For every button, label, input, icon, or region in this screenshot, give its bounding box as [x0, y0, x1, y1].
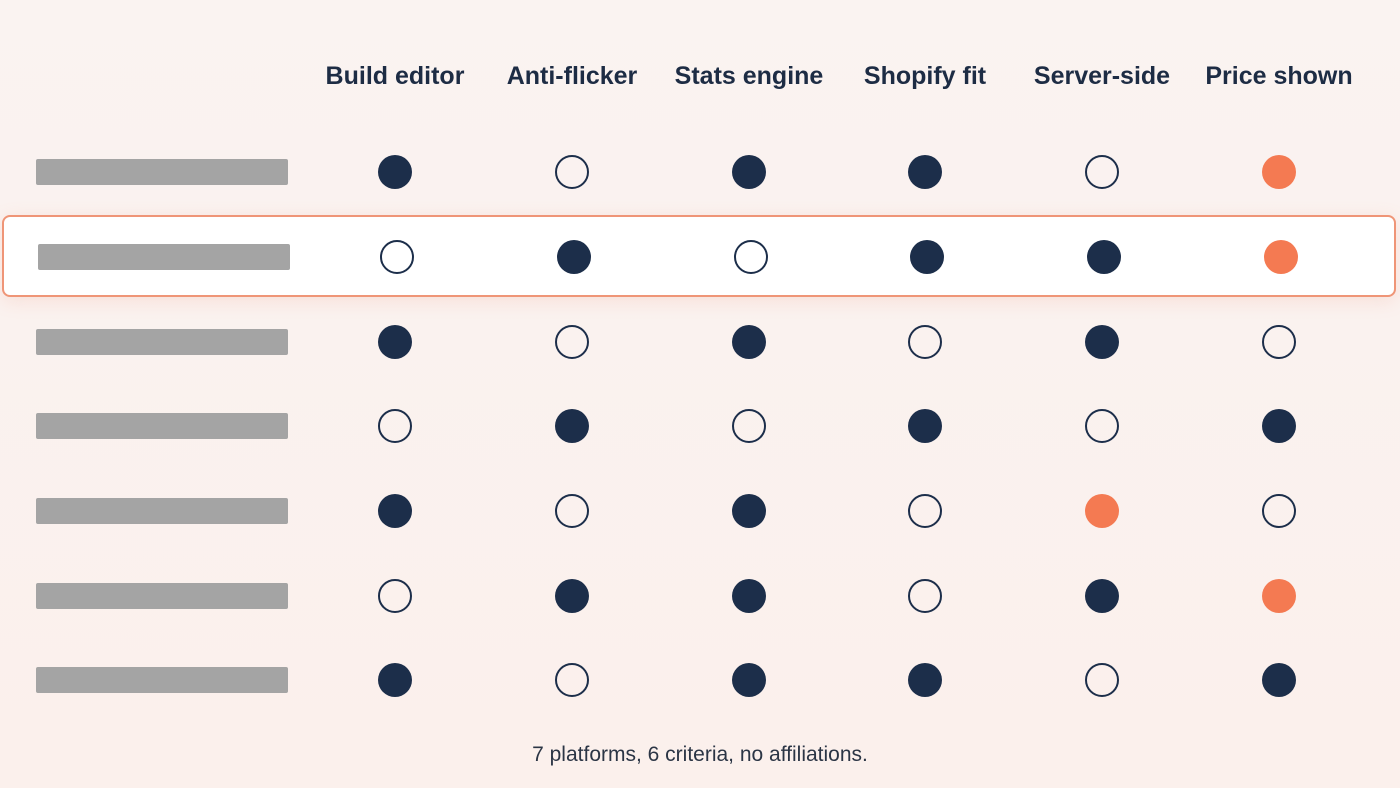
- filled-dot-icon: [732, 579, 766, 613]
- filled-dot-icon: [908, 663, 942, 697]
- filled-dot-icon: [1085, 579, 1119, 613]
- platform-name-placeholder: [36, 498, 288, 524]
- column-header-anti-flicker: Anti-flicker: [506, 62, 638, 90]
- table-row[interactable]: [0, 384, 1400, 466]
- platform-name-placeholder: [36, 583, 288, 609]
- filled-dot-icon: [1262, 663, 1296, 697]
- filled-dot-icon: [910, 240, 944, 274]
- accent-dot-icon: [1262, 155, 1296, 189]
- empty-dot-icon: [555, 155, 589, 189]
- column-header-row: Build editor Anti-flicker Stats engine Shop…: [0, 56, 1400, 96]
- platform-name-placeholder: [36, 413, 288, 439]
- table-row-highlighted[interactable]: [2, 215, 1396, 297]
- empty-dot-icon: [378, 409, 412, 443]
- column-header-shopify-fit: Shopify fit: [863, 62, 987, 90]
- accent-dot-icon: [1264, 240, 1298, 274]
- empty-dot-icon: [1085, 663, 1119, 697]
- filled-dot-icon: [908, 409, 942, 443]
- empty-dot-icon: [378, 579, 412, 613]
- filled-dot-icon: [908, 155, 942, 189]
- filled-dot-icon: [732, 155, 766, 189]
- table-row[interactable]: [0, 300, 1400, 382]
- empty-dot-icon: [908, 494, 942, 528]
- footnote: 7 platforms, 6 criteria, no affiliations…: [532, 743, 868, 766]
- empty-dot-icon: [555, 325, 589, 359]
- column-header-price-shown: Price shown: [1205, 62, 1353, 90]
- filled-dot-icon: [378, 663, 412, 697]
- filled-dot-icon: [732, 663, 766, 697]
- empty-dot-icon: [380, 240, 414, 274]
- table-row[interactable]: [0, 469, 1400, 551]
- table-row[interactable]: [0, 638, 1400, 720]
- filled-dot-icon: [732, 325, 766, 359]
- empty-dot-icon: [1262, 494, 1296, 528]
- filled-dot-icon: [378, 155, 412, 189]
- platform-name-placeholder: [36, 667, 288, 693]
- empty-dot-icon: [908, 325, 942, 359]
- filled-dot-icon: [732, 494, 766, 528]
- empty-dot-icon: [555, 494, 589, 528]
- table-row[interactable]: [0, 130, 1400, 212]
- empty-dot-icon: [1085, 155, 1119, 189]
- column-header-server-side: Server-side: [1033, 62, 1171, 90]
- platform-name-placeholder: [38, 244, 290, 270]
- filled-dot-icon: [1087, 240, 1121, 274]
- accent-dot-icon: [1262, 579, 1296, 613]
- platform-name-placeholder: [36, 329, 288, 355]
- filled-dot-icon: [378, 494, 412, 528]
- filled-dot-icon: [557, 240, 591, 274]
- column-header-stats-engine: Stats engine: [674, 62, 824, 90]
- empty-dot-icon: [1085, 409, 1119, 443]
- empty-dot-icon: [732, 409, 766, 443]
- platform-name-placeholder: [36, 159, 288, 185]
- filled-dot-icon: [1085, 325, 1119, 359]
- empty-dot-icon: [1262, 325, 1296, 359]
- filled-dot-icon: [378, 325, 412, 359]
- filled-dot-icon: [555, 409, 589, 443]
- accent-dot-icon: [1085, 494, 1119, 528]
- column-header-build-editor: Build editor: [325, 62, 465, 90]
- table-row[interactable]: [0, 554, 1400, 636]
- filled-dot-icon: [1262, 409, 1296, 443]
- empty-dot-icon: [555, 663, 589, 697]
- empty-dot-icon: [908, 579, 942, 613]
- empty-dot-icon: [734, 240, 768, 274]
- filled-dot-icon: [555, 579, 589, 613]
